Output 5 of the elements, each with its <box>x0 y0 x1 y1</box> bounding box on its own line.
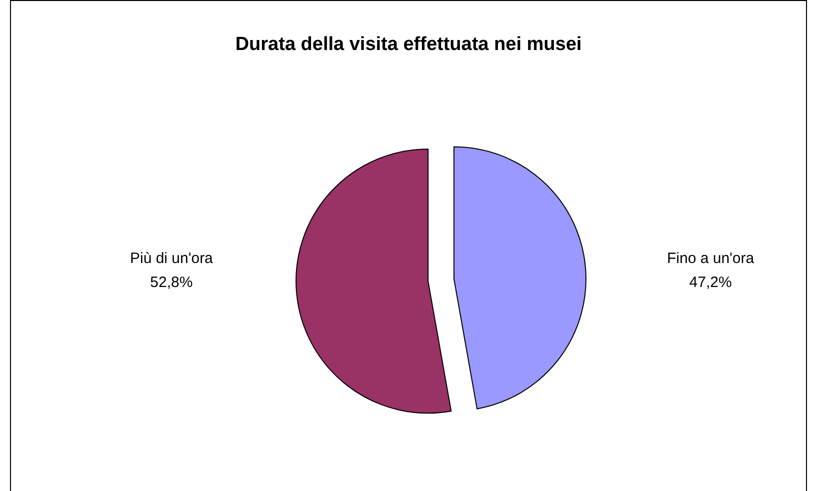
chart-title: Durata della visita effettuata nei musei <box>234 34 583 56</box>
slice-label: Fino a un'ora <box>667 250 755 267</box>
data-label: 52,8% <box>150 274 193 291</box>
slice-label: Più di un'ora <box>130 250 214 267</box>
data-label: 47,2% <box>689 274 732 291</box>
